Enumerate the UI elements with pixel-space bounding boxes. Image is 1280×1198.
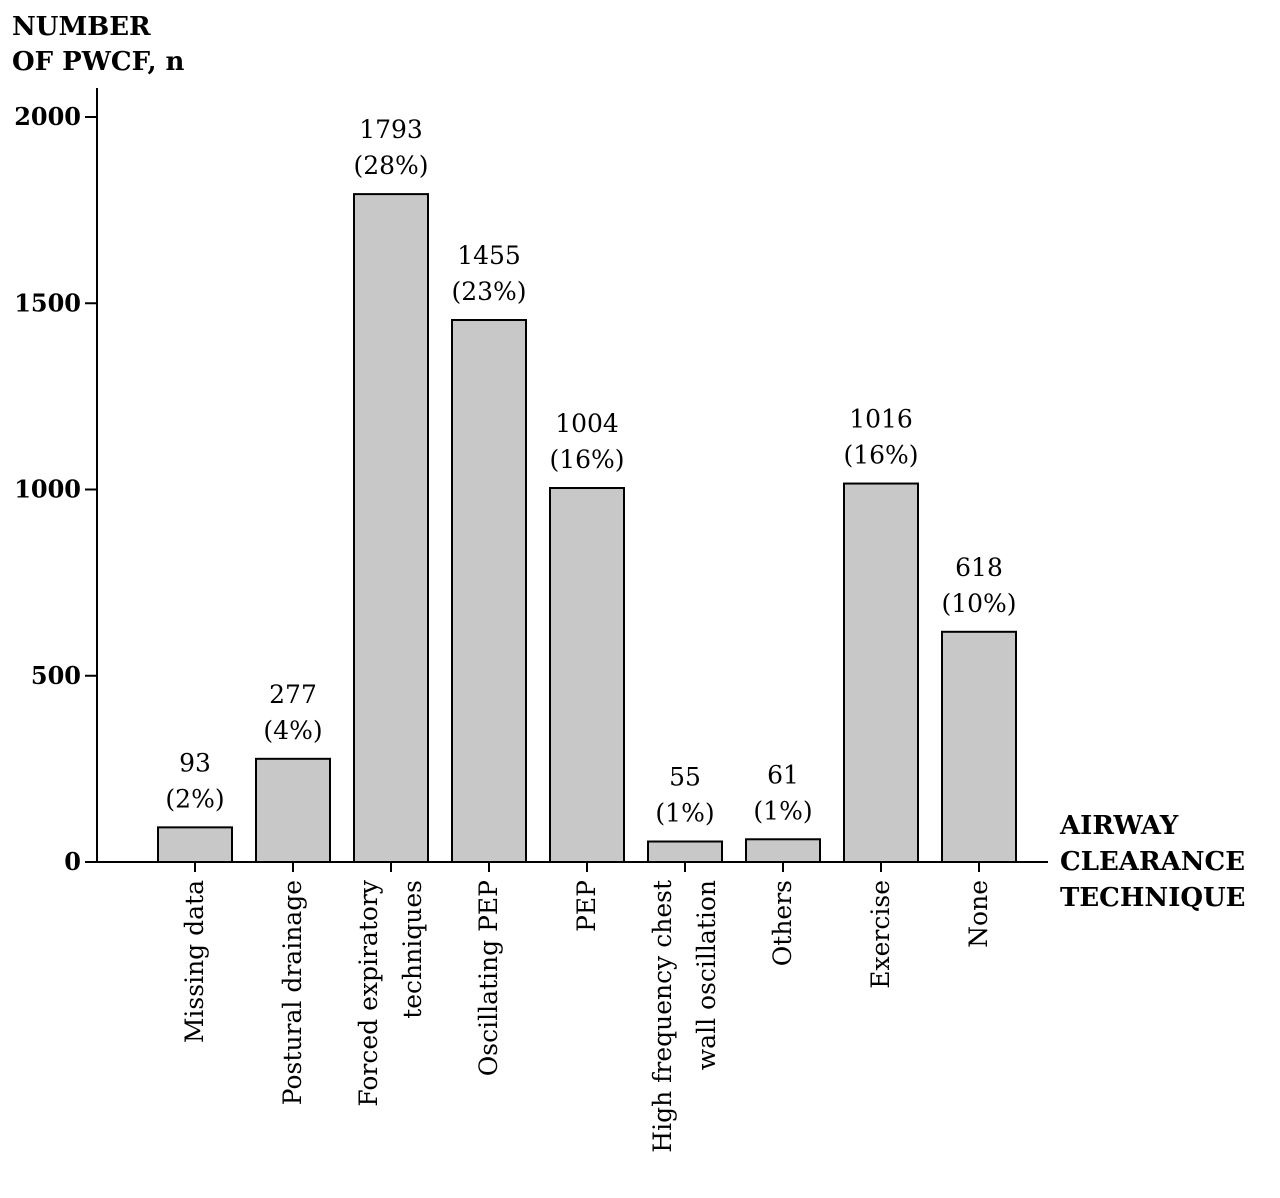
bar: [353, 193, 429, 864]
bar-value-label: 277: [269, 680, 317, 709]
category-label: techniques: [398, 880, 427, 1019]
category-label: Missing data: [180, 880, 209, 1043]
x-axis-title-line: TECHNIQUE: [1060, 883, 1246, 913]
bar-percent-label: (28%): [353, 151, 428, 180]
x-axis-title: AIRWAY CLEARANCE TECHNIQUE: [1059, 811, 1246, 913]
category-label: Postural drainage: [278, 880, 307, 1105]
bar-value-label: 1793: [359, 115, 423, 144]
bar: [255, 757, 331, 864]
bar-value-label: 93: [179, 748, 211, 777]
bar-percent-label: (4%): [263, 716, 322, 745]
bar-value-label: 618: [955, 553, 1003, 582]
bar: [843, 482, 919, 863]
bar-percent-label: (1%): [655, 799, 714, 828]
x-axis-title-line: AIRWAY: [1059, 811, 1179, 841]
category-label: High frequency chest: [648, 880, 677, 1153]
category-label: wall oscillation: [692, 880, 721, 1070]
y-tick-label: 1000: [14, 475, 81, 504]
bar: [549, 487, 625, 863]
x-axis-title-line: CLEARANCE: [1060, 847, 1245, 877]
y-tick-label: 0: [64, 847, 81, 876]
bar-percent-label: (23%): [451, 277, 526, 306]
bar-value-label: 61: [767, 760, 799, 789]
bar-value-label: 1455: [457, 241, 521, 270]
y-axis-title-line: NUMBER: [12, 12, 151, 42]
category-labels: Missing data Postural drainage Forced expi…: [180, 879, 993, 1153]
y-tick-label: 2000: [14, 102, 81, 131]
y-tick-label: 1500: [14, 288, 81, 317]
bar: [647, 840, 723, 864]
bar-percent-label: (16%): [549, 445, 624, 474]
category-label: Oscillating PEP: [474, 880, 503, 1076]
category-label: None: [964, 880, 993, 948]
category-label: Others: [768, 880, 797, 966]
category-label: PEP: [572, 880, 601, 932]
bar-percent-label: (1%): [753, 796, 812, 825]
bar-percent-label: (2%): [165, 784, 224, 813]
y-axis-title-line: OF PWCF, n: [12, 47, 185, 77]
category-label: Forced expiratory: [354, 879, 383, 1107]
bar: [451, 319, 527, 863]
data-labels: 93 (2%) 277 (4%) 1793 (28%) 1455 (23%) 1004 (16%)…: [165, 115, 1016, 827]
bar-percent-label: (10%): [941, 589, 1016, 618]
y-tick-label: 500: [31, 661, 81, 690]
bars: [157, 193, 1017, 864]
bar-value-label: 1004: [555, 409, 619, 438]
axes: 0 500 1000 1500 2000: [14, 88, 1048, 876]
bar: [745, 838, 821, 864]
y-axis-title: NUMBER OF PWCF, n: [12, 12, 185, 77]
bar: [941, 630, 1017, 863]
bar-percent-label: (16%): [843, 441, 918, 470]
category-label: Exercise: [866, 880, 895, 989]
bar-value-label: 55: [669, 763, 701, 792]
bar-value-label: 1016: [849, 405, 913, 434]
bar: [157, 826, 233, 863]
